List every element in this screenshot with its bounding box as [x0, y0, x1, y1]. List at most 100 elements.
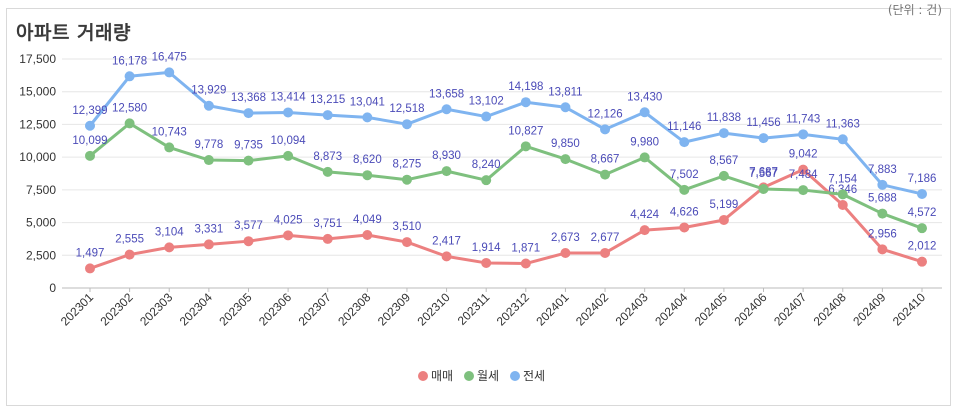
data-label: 1,871: [511, 243, 540, 255]
x-tick-label: 202302: [98, 290, 136, 328]
data-label: 2,417: [432, 235, 461, 247]
data-label: 2,956: [868, 228, 897, 240]
data-label: 11,456: [746, 117, 780, 129]
legend-label: 월세: [477, 369, 499, 383]
data-label: 10,743: [152, 126, 187, 138]
data-point: [679, 184, 690, 195]
data-label: 16,475: [152, 51, 187, 63]
data-label: 3,510: [393, 221, 422, 233]
series-line: [89, 168, 923, 270]
data-label: 4,424: [630, 209, 659, 221]
data-label: 7,883: [868, 164, 897, 176]
data-label: 4,626: [670, 206, 699, 218]
data-point: [600, 169, 611, 180]
data-point: [481, 111, 492, 122]
data-point: [362, 230, 373, 241]
x-tick-label: 202311: [455, 290, 493, 328]
legend-marker: [510, 371, 520, 381]
data-point: [600, 124, 611, 135]
data-point: [837, 134, 848, 145]
data-point: [401, 119, 412, 130]
data-point: [718, 214, 729, 225]
legend-label: 매매: [431, 369, 453, 383]
data-label: 12,580: [112, 102, 147, 114]
data-label: 11,146: [667, 121, 701, 133]
data-label: 11,743: [786, 113, 820, 125]
data-point: [837, 199, 848, 210]
data-label: 2,012: [908, 241, 937, 253]
data-point: [639, 107, 650, 118]
x-tick-label: 202308: [335, 290, 373, 328]
data-point: [758, 133, 769, 144]
data-label: 2,677: [591, 232, 620, 244]
x-tick-label: 202409: [850, 290, 888, 328]
data-point: [441, 166, 452, 177]
data-label: 3,751: [313, 218, 342, 230]
data-label: 7,687: [749, 166, 778, 178]
data-label: 11,363: [826, 118, 860, 130]
x-tick-label: 202310: [414, 290, 452, 328]
data-point: [798, 164, 809, 175]
data-label: 5,199: [710, 199, 739, 211]
data-point: [243, 108, 254, 119]
data-label: 8,873: [313, 151, 342, 163]
legend-marker: [418, 371, 428, 381]
data-point: [322, 166, 333, 177]
data-point: [639, 152, 650, 163]
unit-label: (단위 : 건): [887, 3, 942, 17]
data-label: 13,811: [548, 86, 582, 98]
data-point: [917, 188, 927, 199]
series-line: [89, 121, 923, 230]
data-point: [85, 120, 95, 131]
y-tick-label: 5,000: [26, 216, 56, 230]
data-point: [520, 141, 531, 152]
data-label: 10,094: [271, 135, 307, 147]
x-tick-label: 202405: [692, 290, 730, 328]
data-point: [124, 71, 135, 82]
x-tick-label: 202305: [216, 290, 254, 328]
data-label: 10,099: [72, 135, 107, 147]
data-point: [917, 256, 927, 267]
data-point: [283, 230, 294, 241]
data-label: 13,215: [310, 94, 345, 106]
data-label: 4,572: [908, 207, 937, 219]
data-point: [362, 112, 373, 123]
y-tick-label: 2,500: [26, 248, 56, 262]
data-point: [758, 183, 769, 194]
data-point: [639, 225, 650, 236]
data-point: [718, 170, 729, 181]
data-point: [164, 242, 175, 253]
data-point: [124, 249, 135, 260]
y-tick-label: 7,500: [26, 183, 56, 197]
data-point: [560, 248, 571, 259]
x-tick-label: 202303: [137, 290, 175, 328]
data-label: 12,518: [389, 103, 424, 115]
data-point: [283, 107, 294, 118]
data-point: [164, 142, 175, 153]
data-label: 5,688: [868, 193, 897, 205]
x-tick-label: 202309: [375, 290, 413, 328]
y-tick-label: 15,000: [19, 85, 56, 99]
data-label: 7,567: [749, 168, 778, 180]
data-label: 13,430: [627, 91, 662, 103]
data-label: 1,914: [472, 242, 501, 254]
chart-title: 아파트 거래량: [16, 22, 131, 44]
data-point: [85, 263, 95, 274]
data-point: [441, 104, 452, 115]
data-label: 7,154: [828, 173, 857, 185]
data-point: [718, 128, 729, 139]
data-point: [877, 179, 888, 190]
x-tick-label: 202402: [573, 290, 611, 328]
data-label: 10,827: [508, 125, 543, 137]
data-point: [481, 257, 492, 268]
data-label: 2,673: [551, 232, 580, 244]
y-tick-label: 10,000: [19, 150, 56, 164]
data-point: [520, 97, 531, 108]
legend-marker: [464, 371, 474, 381]
data-point: [679, 222, 690, 233]
data-point: [520, 258, 531, 269]
data-point: [560, 154, 571, 165]
x-tick-label: 202410: [890, 290, 928, 328]
data-label: 9,980: [630, 136, 659, 148]
data-point: [917, 223, 927, 234]
